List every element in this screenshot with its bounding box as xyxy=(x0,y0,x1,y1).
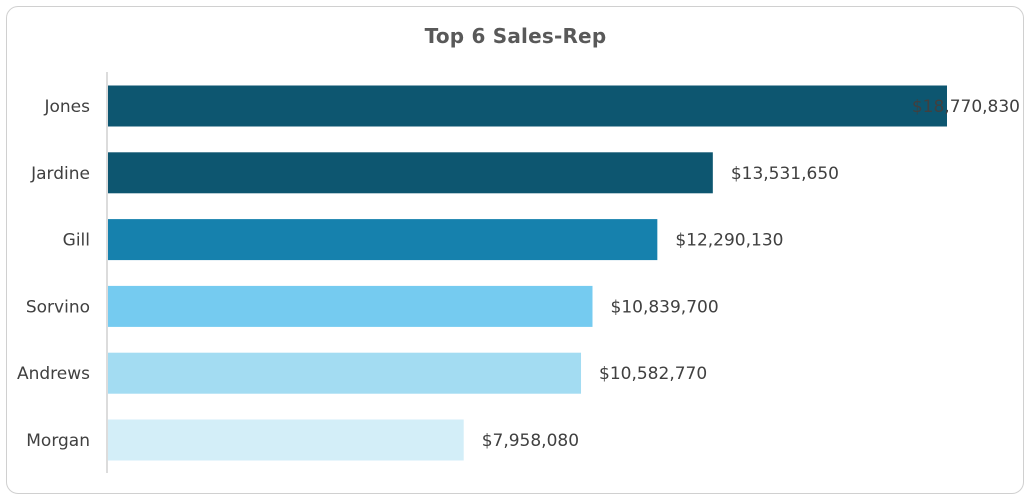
bar-jones xyxy=(108,85,947,127)
value-label-sorvino: $10,839,700 xyxy=(611,297,719,317)
category-label-jones: Jones xyxy=(43,97,90,117)
category-label-andrews: Andrews xyxy=(17,364,90,384)
bar-jardine xyxy=(108,152,713,194)
value-label-jardine: $13,531,650 xyxy=(731,164,839,184)
bar-gill xyxy=(108,219,658,261)
value-label-jones: $18,770,830 xyxy=(912,97,1020,117)
bars-group: Jones $18,770,830 Jardine $13,531,650 Gill $1… xyxy=(17,85,1020,461)
category-label-gill: Gill xyxy=(63,231,90,251)
chart-title: Top 6 Sales-Rep xyxy=(424,24,607,48)
bar-andrews xyxy=(108,352,582,394)
category-label-sorvino: Sorvino xyxy=(26,297,90,317)
value-label-gill: $12,290,130 xyxy=(675,231,783,251)
value-label-andrews: $10,582,770 xyxy=(599,364,707,384)
category-label-jardine: Jardine xyxy=(30,164,90,184)
category-label-morgan: Morgan xyxy=(26,431,90,451)
bar-morgan xyxy=(108,419,464,461)
bar-sorvino xyxy=(108,285,593,327)
value-label-morgan: $7,958,080 xyxy=(482,431,579,451)
